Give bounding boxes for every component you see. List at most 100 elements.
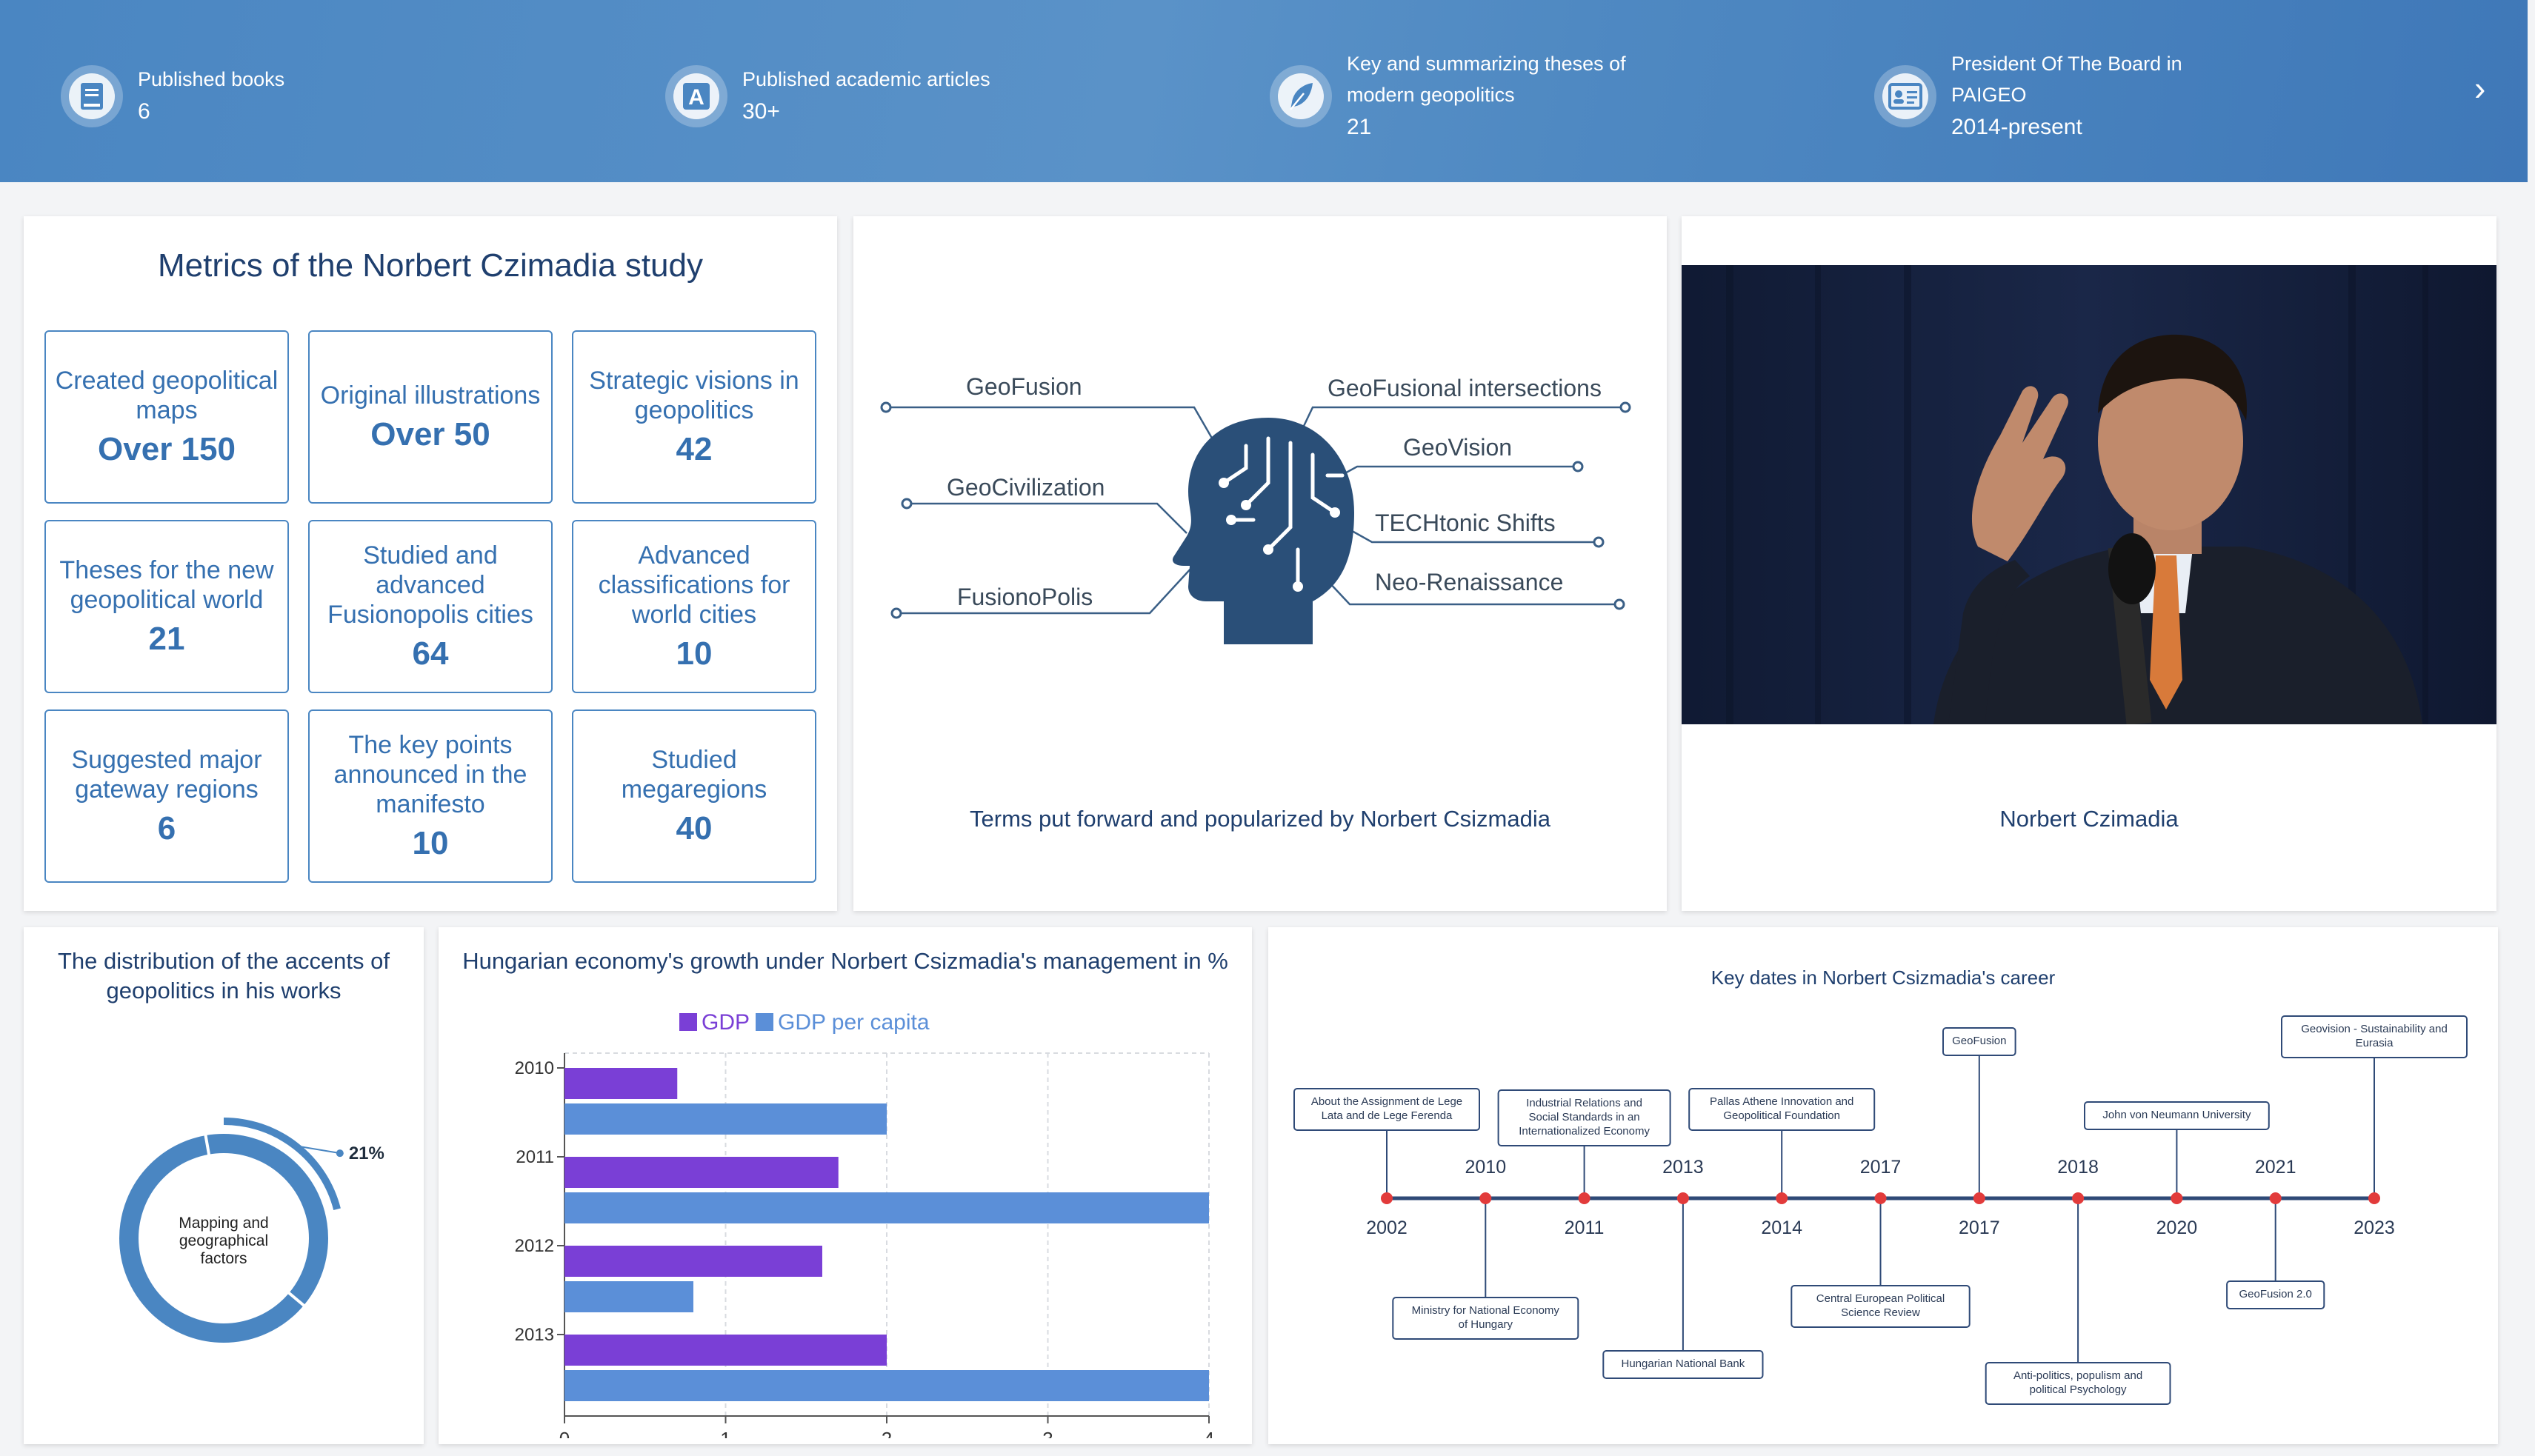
term-label: TECHtonic Shifts <box>1375 510 1556 536</box>
donut-highlight-arc <box>223 1118 341 1210</box>
brain-head-icon <box>1172 418 1354 644</box>
timeline-event-label: of Hungary <box>1459 1318 1513 1331</box>
donut-divider <box>204 1134 211 1156</box>
metric-card: Theses for the new geopolitical world 21 <box>44 520 289 693</box>
metric-value: 42 <box>676 431 713 467</box>
donut-center-line2: geographical <box>179 1232 268 1249</box>
metric-label: Original illustrations <box>320 381 541 410</box>
metric-card: Advanced classifications for world citie… <box>572 520 816 693</box>
timeline-year: 2021 <box>2255 1157 2296 1178</box>
timeline-event-box <box>1293 1088 1480 1131</box>
terms-panel: GeoFusion GeoCivilization FusionoPolis G… <box>853 216 1667 911</box>
metric-card: Suggested major gateway regions 6 <box>44 709 289 883</box>
metric-value: 10 <box>676 635 713 672</box>
svg-text:A: A <box>688 85 704 110</box>
timeline-event-box <box>2226 1280 2325 1309</box>
stat-value: 2014-present <box>1951 115 2082 139</box>
bar-gdp <box>564 1157 839 1188</box>
timeline-event-label: Social Standards in an <box>1529 1111 1640 1123</box>
stat-label-line2: modern geopolitics <box>1347 84 1515 106</box>
stat-label: Key and summarizing theses of <box>1347 53 1626 75</box>
stat-value: 21 <box>1347 115 1372 139</box>
metric-label: Advanced classifications for world citie… <box>598 541 790 629</box>
stat-label: President Of The Board in <box>1951 53 2182 75</box>
timeline-marker <box>1676 1192 1689 1204</box>
donut-percent-label: 21% <box>349 1143 384 1163</box>
timeline-marker <box>1973 1192 1985 1204</box>
x-tick-label: 1 <box>720 1428 730 1438</box>
timeline-event-label: Hungarian National Bank <box>1622 1358 1745 1370</box>
x-tick-label: 3 <box>1042 1428 1053 1438</box>
y-tick-label: 2012 <box>515 1236 554 1256</box>
donut-title-line2: geopolitics in his works <box>106 978 342 1003</box>
timeline-marker <box>2269 1192 2282 1204</box>
timeline-year: 2017 <box>1959 1218 2000 1238</box>
timeline-year: 2010 <box>1465 1157 1506 1178</box>
timeline-year: 2020 <box>2156 1218 2198 1238</box>
timeline-event-label: Geopolitical Foundation <box>1723 1109 1840 1122</box>
book-icon <box>61 65 123 127</box>
term-label: FusionoPolis <box>957 584 1093 610</box>
timeline-year: 2023 <box>2354 1218 2395 1238</box>
legend-swatch <box>679 1013 697 1031</box>
donut-center-line3: factors <box>200 1250 247 1267</box>
id-card-icon <box>1874 65 1936 127</box>
metric-label: Studied megaregions <box>621 746 767 804</box>
timeline-year: 2013 <box>1662 1157 1704 1178</box>
timeline-year: 2017 <box>1860 1157 1902 1178</box>
donut-leader-line <box>295 1145 341 1155</box>
donut-title-line1: The distribution of the accents of <box>57 948 390 974</box>
timeline-year: 2011 <box>1565 1218 1605 1238</box>
metric-card: Created geopolitical maps Over 150 <box>44 330 289 504</box>
metric-label: The key points announced in the manifest… <box>333 731 527 818</box>
top-stats-bar: Published books 6 A Published academic a… <box>0 0 2528 182</box>
bar-chart-title: Hungarian economy's growth under Norbert… <box>462 948 1228 974</box>
timeline-event-box <box>1985 1362 2171 1405</box>
timeline-marker <box>1479 1192 1492 1204</box>
y-tick-label: 2011 <box>516 1147 554 1167</box>
y-tick-label: 2013 <box>515 1325 554 1345</box>
y-tick-label: 2010 <box>515 1058 554 1078</box>
bar-gdp-per-capita <box>564 1192 1209 1223</box>
metric-card: Strategic visions in geopolitics 42 <box>572 330 816 504</box>
metrics-panel: Metrics of the Norbert Czimadia study Cr… <box>24 216 837 911</box>
term-label: GeoCivilization <box>947 474 1105 501</box>
timeline-event-box <box>1392 1297 1579 1340</box>
metric-value: 64 <box>412 635 449 672</box>
bar-gdp-per-capita <box>564 1281 693 1312</box>
timeline-event-box <box>1497 1089 1671 1146</box>
timeline-event-label: Central European Political <box>1816 1292 1945 1305</box>
timeline-marker <box>1381 1192 1393 1204</box>
timeline-event-label: Industrial Relations and <box>1526 1097 1642 1109</box>
feather-icon <box>1270 65 1332 127</box>
next-arrow-icon[interactable]: › <box>2474 69 2486 107</box>
timeline-event-label: political Psychology <box>2030 1383 2127 1396</box>
metric-card: Studied and advanced Fusionopolis cities… <box>308 520 553 693</box>
donut-center-line1: Mapping and <box>179 1215 268 1232</box>
timeline-marker <box>2072 1192 2085 1204</box>
photo-caption: Norbert Czimadia <box>1999 806 2179 832</box>
bar-gdp-per-capita <box>564 1370 1209 1401</box>
metric-value: 21 <box>148 621 185 657</box>
timeline-event-label: Internationalized Economy <box>1519 1125 1650 1138</box>
donut-ring <box>119 1134 328 1343</box>
timeline-event-box <box>1602 1350 1764 1379</box>
x-tick-label: 2 <box>882 1428 892 1438</box>
metric-value: Over 50 <box>370 416 490 453</box>
timeline-event-label: Ministry for National Economy <box>1412 1304 1560 1317</box>
timeline-event-box <box>1791 1285 1971 1328</box>
timeline-event-label: GeoFusion <box>1952 1035 2006 1047</box>
stat-label: Published academic articles <box>742 68 990 90</box>
timeline-event-label: Pallas Athene Innovation and <box>1710 1095 1853 1108</box>
timeline-event-label: Science Review <box>1841 1306 1920 1319</box>
term-label: Neo-Renaissance <box>1375 569 1564 595</box>
donut-leader-dot <box>336 1149 344 1158</box>
timeline-event-label: About the Assignment de Lege <box>1311 1095 1462 1108</box>
stat-value: 6 <box>138 99 150 124</box>
term-label: GeoVision <box>1403 434 1513 461</box>
article-icon: A <box>665 65 727 127</box>
donut-title: The distribution of the accents of geopo… <box>24 946 424 1006</box>
timeline-event-label: Geovision - Sustainability and <box>2301 1023 2448 1035</box>
metric-value: 6 <box>157 810 176 846</box>
